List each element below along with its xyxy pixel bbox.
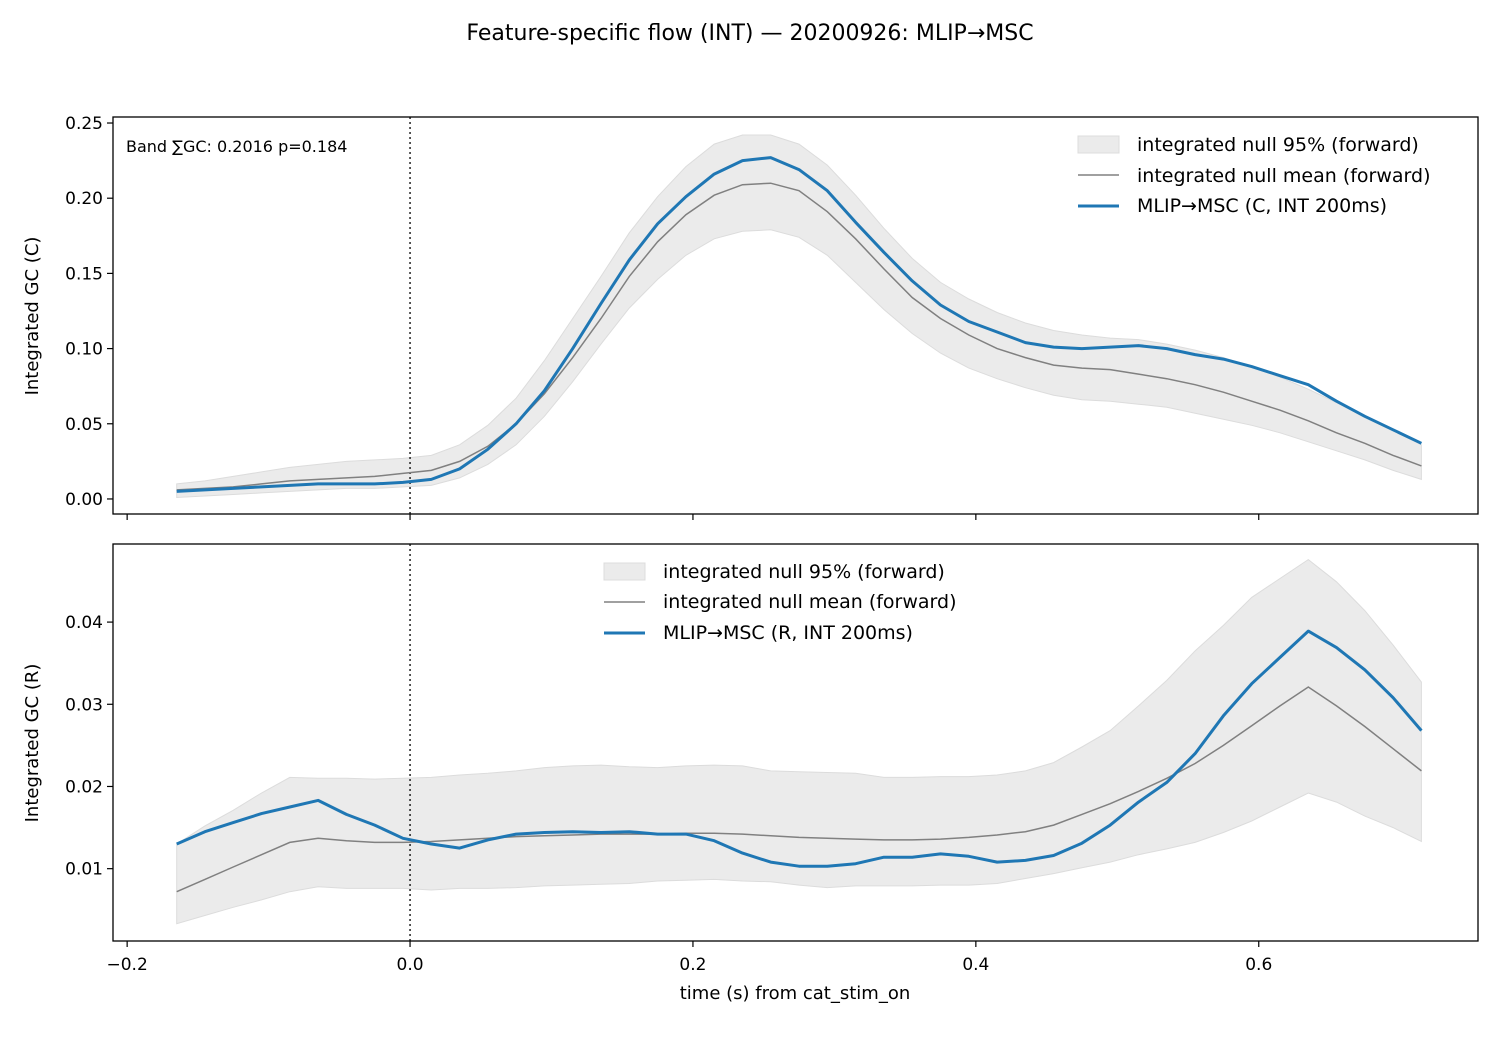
bottom-xtick-label: 0.4 [962,955,989,975]
bottom-legend: integrated null 95% (forward) integrated… [603,561,957,644]
top-legend: integrated null 95% (forward) integrated… [1077,134,1431,217]
top-ytick-label: 0.15 [65,264,103,284]
top-null-mean-line [176,182,1422,491]
top-plot-area [176,117,1423,514]
top-legend-observed-label: MLIP→MSC (C, INT 200ms) [1137,195,1387,217]
bottom-xtick-label: 0.0 [397,955,424,975]
bottom-xtick-label: 0.2 [679,955,706,975]
top-annotation: Band ∑GC: 0.2016 p=0.184 [126,137,347,156]
bottom-observed-line [176,629,1423,868]
top-ytick-label: 0.05 [65,415,103,435]
bottom-legend-band-swatch [603,562,646,581]
bottom-ytick-label: 0.02 [65,777,103,797]
panel-bottom: 0.01 0.02 0.03 0.04 −0.2 0.0 0.2 0.4 0.6 Integra… [22,543,1479,1004]
bottom-null-mean-line [176,686,1422,893]
top-ticks: 0.00 0.05 0.10 0.15 0.20 0.25 [65,114,1260,520]
top-observed-line [176,156,1423,493]
bottom-axes-frame [112,543,1479,942]
bottom-ticks: 0.01 0.02 0.03 0.04 −0.2 0.0 0.2 0.4 0.6 [65,613,1272,975]
top-null-band [176,134,1422,499]
bottom-legend-band-label: integrated null 95% (forward) [663,561,945,583]
figure-title: Feature-specific flow (INT) — 20200926: … [466,21,1033,46]
top-ytick-label: 0.25 [65,114,103,134]
top-ylabel: Integrated GC (C) [22,237,43,396]
panel-top: 0.00 0.05 0.10 0.15 0.20 0.25 Band ∑GC: 0.201… [22,114,1479,520]
bottom-xtick-label: 0.6 [1245,955,1272,975]
bottom-plot-area [176,544,1423,941]
bottom-null-band [176,558,1422,925]
top-legend-band-label: integrated null 95% (forward) [1137,134,1419,156]
top-axes-frame [112,116,1479,515]
bottom-xlabel: time (s) from cat_stim_on [680,983,911,1004]
top-legend-mean-label: integrated null mean (forward) [1137,165,1431,187]
top-ytick-label: 0.20 [65,189,103,209]
bottom-ylabel: Integrated GC (R) [22,664,43,823]
bottom-legend-mean-label: integrated null mean (forward) [663,591,957,613]
top-legend-band-swatch [1077,135,1120,154]
bottom-ytick-label: 0.01 [65,860,103,880]
bottom-ytick-label: 0.03 [65,695,103,715]
bottom-ytick-label: 0.04 [65,613,103,633]
bottom-xtick-label: −0.2 [107,955,148,975]
bottom-legend-observed-label: MLIP→MSC (R, INT 200ms) [663,622,913,644]
top-ytick-label: 0.10 [65,340,103,360]
top-ytick-label: 0.00 [65,490,103,510]
